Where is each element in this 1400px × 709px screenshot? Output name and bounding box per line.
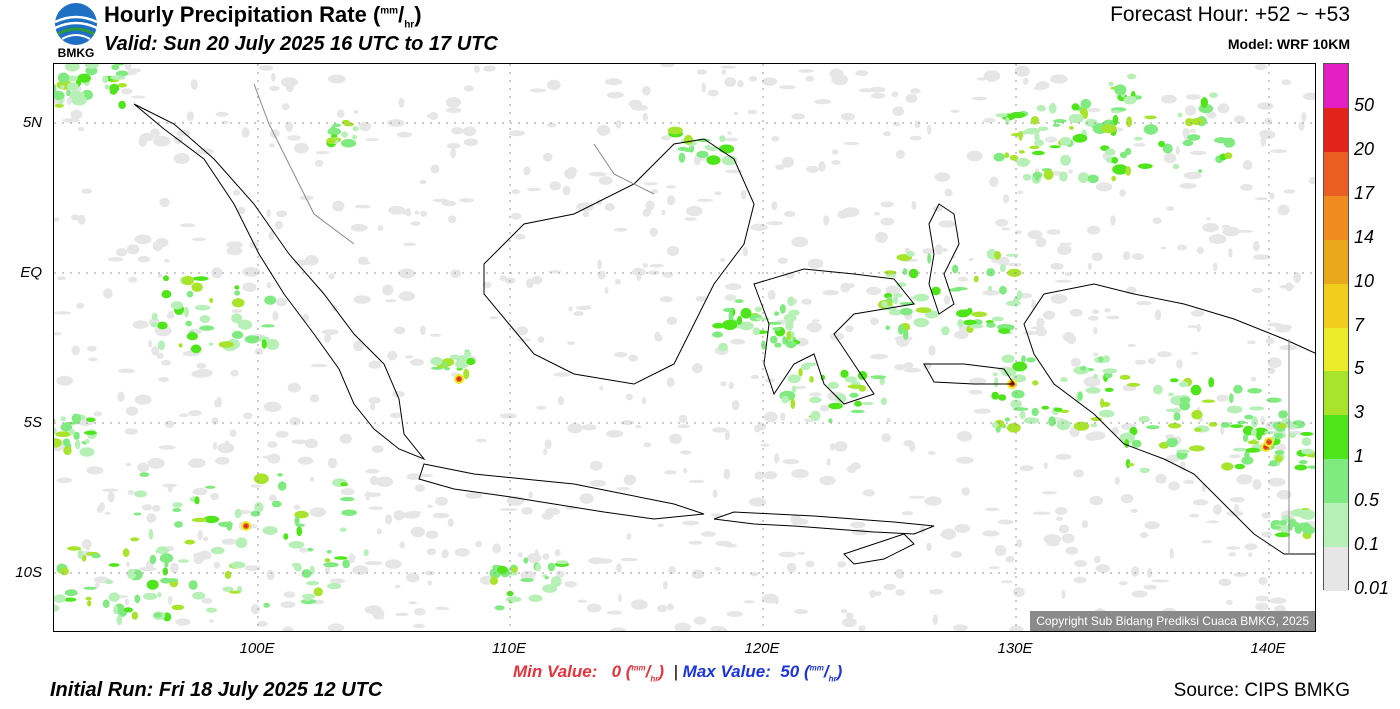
data-source: Source: CIPS BMKG (1173, 680, 1350, 701)
map-title: Hourly Precipitation Rate (mm/hr) (104, 2, 422, 31)
lat-label-5s: 5S (23, 414, 42, 431)
color-legend (1323, 63, 1349, 592)
legend-label: 14 (1354, 226, 1375, 247)
legend-swatch (1324, 239, 1348, 285)
max-value: 50 (780, 662, 800, 681)
precipitation-field (54, 64, 1315, 631)
initial-run: Initial Run: Fri 18 July 2025 12 UTC (50, 679, 383, 701)
legend-label: 5 (1354, 358, 1365, 379)
borders (253, 83, 1290, 554)
min-value-group: Min Value: 0 (mm/hr) (513, 662, 665, 684)
legend-label: 7 (1354, 314, 1365, 335)
minmax-separator: | (673, 662, 678, 681)
valid-time: Valid: Sun 20 July 2025 16 UTC to 17 UTC (104, 33, 498, 55)
max-value-group: Max Value: 50 (mm/hr) (682, 662, 843, 684)
legend-label: 0.01 (1354, 578, 1390, 598)
lon-label-120e: 120E (744, 640, 780, 657)
legend-label: 1 (1354, 446, 1365, 467)
legend-swatch (1324, 547, 1348, 592)
min-max-values: Min Value: 0 (mm/hr) | Max Value: 50 (mm… (513, 662, 842, 683)
legend-swatch (1324, 371, 1348, 416)
lat-label-10s: 10S (15, 564, 42, 581)
legend-label: 3 (1354, 402, 1365, 423)
lon-label-140e: 140E (1250, 640, 1286, 657)
legend-swatch (1324, 107, 1348, 153)
lon-label-130e: 130E (997, 640, 1033, 657)
precipitation-map: Copyright Sub Bidang Prediksi Cuaca BMKG… (53, 63, 1316, 632)
legend-swatch (1324, 327, 1348, 372)
copyright-notice: Copyright Sub Bidang Prediksi Cuaca BMKG… (1030, 611, 1315, 631)
legend-swatch (1324, 415, 1348, 460)
legend-swatch (1324, 195, 1348, 241)
legend-swatch (1324, 151, 1348, 197)
forecast-hour: Forecast Hour: +52 ~ +53 (1110, 3, 1350, 26)
coastlines (133, 103, 1315, 565)
lat-label-eq: EQ (20, 264, 42, 281)
legend-label: 17 (1354, 182, 1375, 203)
logo-text: BMKG (57, 46, 95, 60)
map-canvas (54, 64, 1315, 631)
lon-label-100e: 100E (239, 640, 275, 657)
legend-label: 10 (1354, 270, 1375, 291)
legend-label: 0.1 (1354, 534, 1380, 555)
legend-label: 20 (1354, 138, 1375, 159)
legend-label: 50 (1354, 94, 1375, 115)
legend-swatch (1324, 459, 1348, 504)
lon-label-110e: 110E (492, 640, 526, 657)
lat-label-5n: 5N (22, 114, 42, 131)
model-name: Model: WRF 10KM (1227, 36, 1350, 52)
legend-swatch (1324, 64, 1348, 109)
min-value: 0 (611, 662, 622, 681)
legend-swatch (1324, 283, 1348, 328)
legend-swatch (1324, 503, 1348, 548)
bmkg-logo: BMKG (52, 2, 100, 60)
legend-label: 0.5 (1354, 490, 1380, 511)
